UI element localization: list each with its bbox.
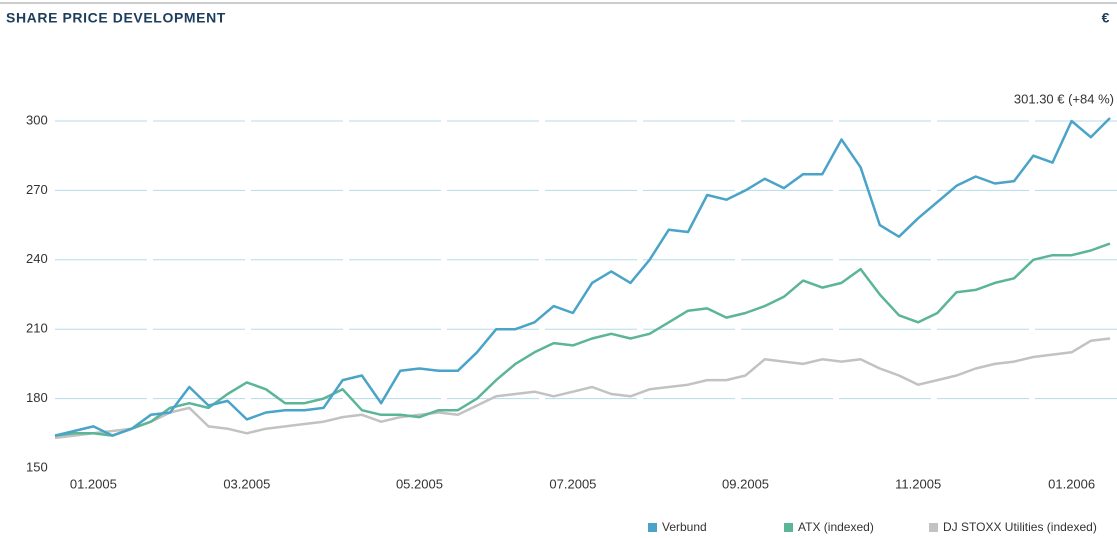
- y-tick-label: 300: [26, 112, 48, 127]
- annotation: 301.30 € (+84 %): [1014, 91, 1114, 106]
- legend-swatch: [784, 523, 793, 532]
- y-tick-label: 210: [26, 321, 48, 336]
- series-line: [54, 117, 1111, 437]
- legend-label: Verbund: [662, 520, 707, 534]
- x-tick-label: 05.2005: [396, 476, 443, 491]
- chart-title: SHARE PRICE DEVELOPMENT: [6, 10, 226, 26]
- y-tick-label: 150: [26, 459, 48, 474]
- x-tick-label: 01.2005: [70, 476, 117, 491]
- legend-label: DJ STOXX Utilities (indexed): [943, 520, 1097, 534]
- legend-swatch: [648, 523, 657, 532]
- x-tick-label: 03.2005: [223, 476, 270, 491]
- x-tick-label: 11.2005: [895, 476, 941, 491]
- x-tick-label: 01.2006: [1048, 476, 1095, 491]
- series-line: [54, 337, 1111, 440]
- y-tick-label: 180: [26, 390, 48, 405]
- legend-label: ATX (indexed): [798, 520, 874, 534]
- legend-swatch: [929, 523, 938, 532]
- x-tick-label: 07.2005: [549, 476, 596, 491]
- y-tick-label: 270: [26, 182, 48, 197]
- y-tick-label: 240: [26, 251, 48, 266]
- series-line: [54, 242, 1111, 437]
- x-tick-label: 09.2005: [722, 476, 769, 491]
- unit-label: €: [1102, 10, 1110, 26]
